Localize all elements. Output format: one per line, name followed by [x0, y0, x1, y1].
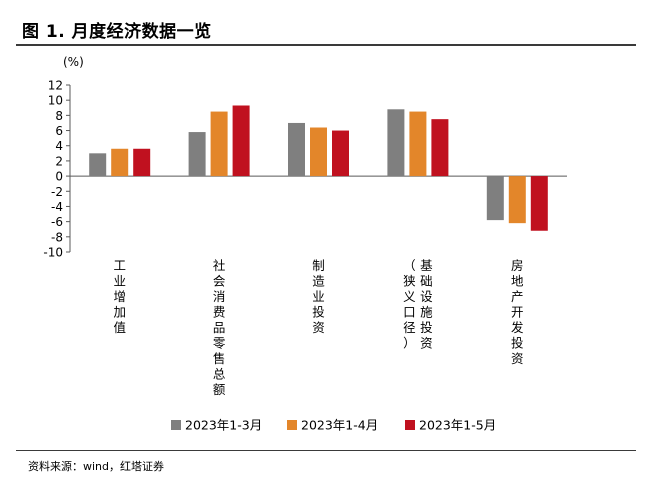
bar [486, 176, 504, 221]
bar [232, 105, 250, 177]
legend-label: 2023年1-4月 [301, 418, 378, 433]
title-rule [16, 44, 636, 46]
bar [409, 111, 427, 177]
bar [530, 176, 548, 231]
y-tick-label: 6 [55, 124, 63, 138]
bar [387, 109, 405, 177]
category-label: 房地产开发投资 [511, 258, 524, 366]
bar [133, 148, 151, 177]
source-rule [16, 450, 636, 451]
y-tick-label: -10 [43, 246, 63, 260]
source-note: 资料来源：wind，红塔证券 [28, 460, 165, 473]
category-label: 社会消费品零售总额 [213, 258, 226, 397]
bar [431, 119, 449, 177]
y-tick-label: -2 [51, 185, 63, 199]
bar [188, 132, 206, 177]
y-tick-label: 4 [55, 139, 63, 153]
bar [288, 122, 305, 177]
bar [89, 153, 107, 177]
y-tick-label: -4 [51, 200, 63, 214]
y-tick-label: 0 [55, 170, 63, 184]
legend-swatch [405, 420, 415, 430]
bar [508, 176, 526, 224]
figure-title: 图 1. 月度经济数据一览 [22, 22, 212, 42]
bar [310, 127, 327, 177]
y-tick-label: 8 [55, 109, 63, 123]
y-tick-label: 2 [55, 154, 63, 168]
category-label: 基础设施投资 [420, 258, 433, 351]
y-tick-label: -6 [51, 215, 63, 229]
category-label: 工业增加值 [113, 258, 126, 335]
category-label: （狭义口径） [403, 258, 416, 351]
bar [332, 130, 349, 177]
legend-label: 2023年1-5月 [419, 418, 496, 433]
y-tick-label: 10 [48, 94, 63, 108]
bar [111, 148, 129, 177]
y-tick-label: -8 [51, 230, 63, 244]
y-tick-label: 12 [48, 79, 63, 93]
legend-swatch [171, 420, 181, 430]
bar [210, 111, 228, 177]
category-label: 制造业投资 [312, 258, 325, 335]
y-axis-unit: (%) [63, 55, 84, 69]
legend-label: 2023年1-3月 [185, 418, 262, 433]
legend-swatch [287, 420, 297, 430]
